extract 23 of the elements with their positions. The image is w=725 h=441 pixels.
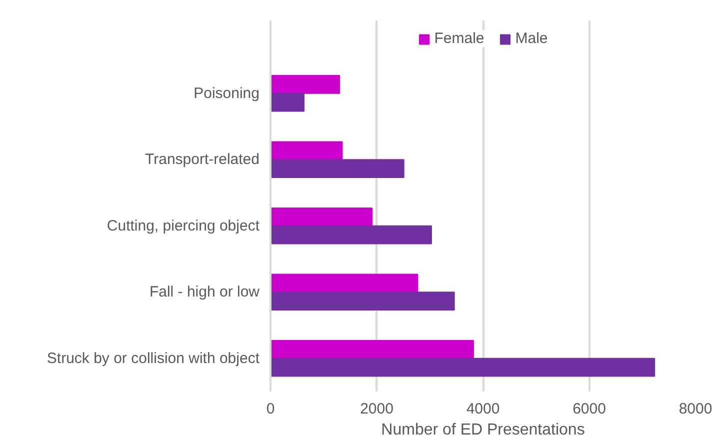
y-tick-label: Transport-related xyxy=(145,151,260,168)
x-tick-label: 8000 xyxy=(678,400,712,418)
y-tick-label: Fall - high or low xyxy=(149,284,260,301)
bar xyxy=(270,225,432,244)
bar xyxy=(270,340,474,359)
x-tick-label: 2000 xyxy=(360,400,394,418)
legend-label: Female xyxy=(434,30,484,47)
x-tick-label: 0 xyxy=(266,400,275,418)
bar xyxy=(270,274,418,293)
x-tick-label: 6000 xyxy=(572,400,606,418)
bar xyxy=(270,159,404,178)
x-tick-label: 4000 xyxy=(466,400,500,418)
legend-label: Male xyxy=(515,30,548,47)
bar xyxy=(270,292,455,311)
bar xyxy=(270,358,656,377)
y-tick-label: Struck by or collision with object xyxy=(46,350,260,367)
bar xyxy=(270,92,304,112)
bar xyxy=(270,74,340,94)
x-axis-title: Number of ED Presentations xyxy=(381,422,585,438)
y-tick-label: Poisoning xyxy=(194,84,260,102)
bar xyxy=(270,207,372,226)
bar xyxy=(270,141,343,160)
y-tick-label: Cutting, piercing object xyxy=(106,217,260,234)
